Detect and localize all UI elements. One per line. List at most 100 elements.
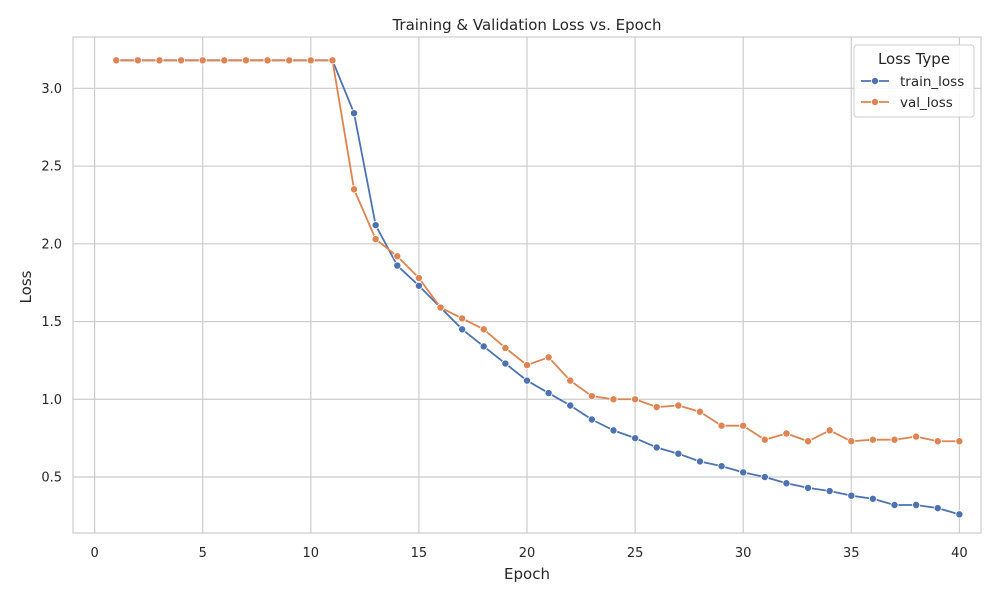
data-point-val-loss: [155, 56, 164, 65]
legend-marker-val-loss: [871, 98, 880, 107]
data-point-train-loss: [350, 109, 359, 118]
data-point-val-loss: [717, 421, 726, 430]
data-point-val-loss: [825, 426, 834, 435]
data-point-train-loss: [717, 462, 726, 471]
data-point-val-loss: [631, 395, 640, 404]
data-point-train-loss: [458, 325, 467, 334]
data-point-val-loss: [523, 361, 532, 370]
data-point-train-loss: [587, 415, 596, 424]
data-point-val-loss: [609, 395, 618, 404]
legend-marker-train-loss: [871, 77, 880, 86]
data-point-val-loss: [479, 325, 488, 334]
x-tick-label: 10: [303, 546, 320, 561]
data-point-train-loss: [501, 359, 510, 368]
data-point-train-loss: [933, 504, 942, 513]
x-tick-label: 15: [411, 546, 428, 561]
data-point-train-loss: [414, 281, 423, 290]
data-point-val-loss: [371, 235, 380, 244]
data-point-val-loss: [760, 435, 769, 444]
data-point-val-loss: [501, 343, 510, 352]
plot-frame: [72, 36, 982, 534]
data-point-val-loss: [436, 303, 445, 312]
data-point-train-loss: [631, 434, 640, 443]
data-point-train-loss: [674, 449, 683, 458]
data-point-train-loss: [739, 468, 748, 477]
data-point-val-loss: [868, 435, 877, 444]
data-point-val-loss: [933, 437, 942, 446]
data-point-val-loss: [198, 56, 207, 65]
x-tick-label: 40: [951, 546, 968, 561]
y-tick-label: 0.5: [41, 471, 62, 486]
legend-title: Loss Type: [878, 50, 950, 68]
data-point-train-loss: [544, 389, 553, 398]
data-point-train-loss: [804, 483, 813, 492]
data-point-train-loss: [890, 501, 899, 510]
x-tick-label: 35: [843, 546, 860, 561]
data-point-train-loss: [566, 401, 575, 410]
data-point-val-loss: [458, 314, 467, 323]
data-point-val-loss: [133, 56, 142, 65]
x-tick-label: 25: [627, 546, 644, 561]
data-point-val-loss: [285, 56, 294, 65]
data-point-val-loss: [587, 392, 596, 401]
tick-layer: 0 5 10 15 20 25 30 35 40 0.5 1.0 1.5 2.0 2.5 3.0: [41, 82, 967, 561]
data-point-val-loss: [263, 56, 272, 65]
data-point-val-loss: [306, 56, 315, 65]
data-point-train-loss: [393, 261, 402, 270]
data-point-val-loss: [350, 185, 359, 194]
data-point-train-loss: [695, 457, 704, 466]
data-point-val-loss: [220, 56, 229, 65]
data-point-val-loss: [695, 407, 704, 416]
data-point-train-loss: [760, 473, 769, 482]
data-point-val-loss: [544, 353, 553, 362]
data-point-train-loss: [868, 494, 877, 503]
chart-title: Training & Validation Loss vs. Epoch: [391, 16, 661, 34]
x-tick-label: 20: [519, 546, 536, 561]
data-point-val-loss: [782, 429, 791, 438]
legend-box: [853, 44, 975, 118]
series-layer: [112, 56, 964, 519]
data-point-val-loss: [674, 401, 683, 410]
data-point-val-loss: [177, 56, 186, 65]
data-point-train-loss: [825, 487, 834, 496]
x-tick-label: 5: [199, 546, 207, 561]
y-tick-label: 1.5: [41, 315, 62, 330]
data-point-train-loss: [523, 376, 532, 385]
data-point-val-loss: [566, 376, 575, 385]
data-point-val-loss: [912, 432, 921, 441]
data-point-val-loss: [393, 252, 402, 261]
legend-label-val-loss: val_loss: [900, 95, 953, 111]
data-point-val-loss: [890, 435, 899, 444]
legend: Loss Type train_loss val_loss: [853, 44, 975, 118]
data-point-train-loss: [371, 221, 380, 230]
data-point-val-loss: [652, 403, 661, 412]
x-axis-label: Epoch: [504, 565, 550, 583]
grid-layer: [73, 37, 981, 533]
y-tick-label: 3.0: [41, 82, 62, 97]
data-point-val-loss: [328, 56, 337, 65]
data-point-val-loss: [241, 56, 250, 65]
y-tick-label: 1.0: [41, 393, 62, 408]
data-point-val-loss: [955, 437, 964, 446]
data-point-val-loss: [414, 273, 423, 282]
y-tick-label: 2.0: [41, 237, 62, 252]
data-point-train-loss: [782, 479, 791, 488]
x-tick-label: 30: [735, 546, 752, 561]
data-point-train-loss: [652, 443, 661, 452]
x-tick-label: 0: [90, 546, 98, 561]
y-tick-label: 2.5: [41, 160, 62, 175]
data-point-val-loss: [847, 437, 856, 446]
data-point-train-loss: [479, 342, 488, 351]
y-axis-label: Loss: [17, 270, 35, 303]
data-point-train-loss: [609, 426, 618, 435]
data-point-train-loss: [847, 491, 856, 500]
data-point-val-loss: [804, 437, 813, 446]
data-point-train-loss: [912, 501, 921, 510]
legend-label-train-loss: train_loss: [900, 74, 964, 90]
series-line-val-loss: [116, 59, 960, 443]
data-point-val-loss: [739, 421, 748, 430]
data-point-val-loss: [112, 56, 121, 65]
